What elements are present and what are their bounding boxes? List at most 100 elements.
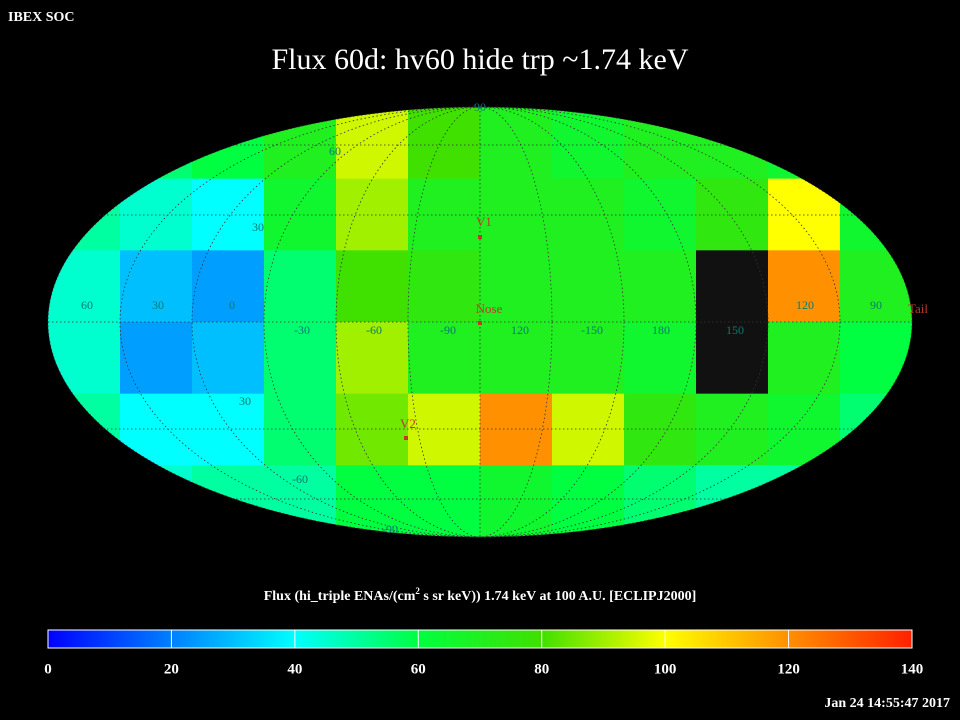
flux-cell	[336, 322, 409, 395]
colorbar-tick-label: 120	[777, 661, 800, 677]
longitude-label: 90	[870, 298, 882, 312]
flux-cell	[696, 322, 769, 395]
longitude-label: -30	[294, 323, 310, 337]
flux-cell	[480, 107, 553, 180]
flux-cell	[408, 465, 481, 537]
flux-cell	[192, 250, 265, 323]
flux-cell	[840, 107, 912, 180]
flux-cell	[696, 393, 769, 466]
flux-cell	[552, 322, 625, 395]
marker-label: V2	[400, 416, 416, 431]
flux-cell	[840, 178, 912, 251]
colorbar-tick-label: 60	[411, 661, 426, 677]
flux-cell	[120, 107, 193, 180]
flux-cell	[840, 322, 912, 395]
colorbar-tick-label: 140	[901, 661, 924, 677]
flux-cell	[48, 393, 121, 466]
flux-cell	[696, 107, 769, 180]
longitude-label: 30	[152, 298, 164, 312]
latitude-label: 30	[239, 394, 251, 408]
flux-cell	[696, 250, 769, 323]
flux-cell	[624, 107, 697, 180]
flux-cell	[480, 250, 553, 323]
timestamp: Jan 24 14:55:47 2017	[824, 696, 950, 711]
title: Flux 60d: hv60 hide trp ~1.74 keV	[271, 43, 688, 76]
flux-cell	[48, 465, 121, 537]
flux-cell	[408, 322, 481, 395]
flux-cell	[120, 465, 193, 537]
flux-cell	[192, 393, 265, 466]
caption-part: Flux (hi_triple ENAs/(cm	[264, 589, 416, 604]
latitude-label: 60	[329, 144, 341, 158]
flux-cell	[336, 250, 409, 323]
colorbar-tick-label: 100	[654, 661, 677, 677]
flux-cell	[624, 393, 697, 466]
flux-cell	[480, 322, 553, 395]
flux-cell	[480, 465, 553, 537]
flux-cell	[552, 107, 625, 180]
flux-cell	[552, 465, 625, 537]
longitude-label: 120	[511, 323, 529, 337]
flux-cell	[840, 393, 912, 466]
flux-cell	[120, 393, 193, 466]
flux-cell	[192, 465, 265, 537]
flux-cell	[192, 322, 265, 395]
flux-cell	[192, 107, 265, 180]
flux-cell	[624, 322, 697, 395]
marker-label: Tail	[908, 301, 928, 316]
colorbar-tick-label: 0	[44, 661, 52, 677]
flux-cell	[552, 250, 625, 323]
longitude-label: 60	[81, 298, 93, 312]
flux-cell	[408, 107, 481, 180]
marker-dot	[478, 235, 482, 239]
flux-cell	[624, 250, 697, 323]
flux-cell	[264, 393, 337, 466]
flux-cell	[336, 465, 409, 537]
longitude-label: 120	[796, 298, 814, 312]
colorbar-tick-label: 40	[287, 661, 302, 677]
flux-cell	[48, 322, 121, 395]
longitude-label: -90	[440, 323, 456, 337]
flux-cell	[840, 465, 912, 537]
flux-cell	[624, 465, 697, 537]
flux-cell	[768, 465, 841, 537]
flux-cell	[336, 393, 409, 466]
marker-label: V1	[476, 214, 492, 229]
longitude-label: -150	[581, 323, 603, 337]
longitude-label: 0	[229, 298, 235, 312]
flux-cell	[264, 322, 337, 395]
flux-cell	[48, 178, 121, 251]
marker-label: Nose	[476, 301, 503, 316]
flux-cell	[336, 107, 409, 180]
flux-cell	[408, 393, 481, 466]
latitude-label: -60	[292, 472, 308, 486]
header: IBEX SOC	[8, 10, 75, 25]
flux-cell	[696, 465, 769, 537]
caption-part: s sr keV)) 1.74 keV at 100 A.U. [ECLIPJ2…	[420, 589, 696, 604]
longitude-label: 150	[726, 323, 744, 337]
flux-cell	[408, 250, 481, 323]
flux-cell	[768, 322, 841, 395]
latitude-label: -90	[382, 522, 398, 536]
marker-dot	[404, 436, 408, 440]
flux-cell	[264, 250, 337, 323]
flux-cell	[552, 393, 625, 466]
caption-sup: 2	[415, 586, 420, 596]
longitude-label: 180	[652, 323, 670, 337]
flux-cell	[768, 250, 841, 323]
colorbar	[47, 629, 913, 649]
flux-cell	[120, 322, 193, 395]
flux-cell	[120, 250, 193, 323]
colorbar-tick-label: 20	[164, 661, 179, 677]
marker-dot	[478, 321, 482, 325]
flux-cell	[264, 107, 337, 180]
latitude-label: 90	[474, 100, 486, 114]
flux-cell	[768, 393, 841, 466]
latitude-label: 30	[252, 220, 264, 234]
flux-cell	[48, 107, 121, 180]
flux-cell	[768, 107, 841, 180]
colorbar-tick-label: 80	[534, 661, 549, 677]
longitude-label: -60	[366, 323, 382, 337]
flux-cell	[480, 393, 553, 466]
